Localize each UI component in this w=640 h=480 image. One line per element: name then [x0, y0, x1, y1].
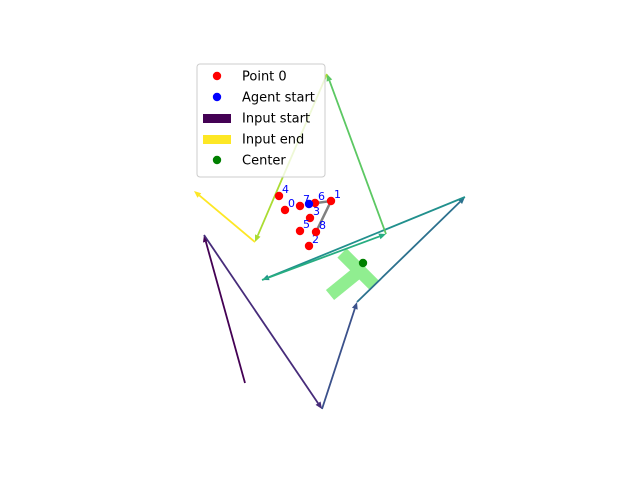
- input-arrow-head: [378, 233, 386, 240]
- point-1: [326, 196, 336, 206]
- input-arrow-3: [356, 197, 465, 303]
- point-5: [295, 226, 305, 236]
- legend-marker: [212, 92, 222, 102]
- input-arrow-shaft: [328, 80, 387, 235]
- input-arrow-head: [255, 234, 261, 242]
- legend-entry-4: Center: [212, 154, 286, 169]
- input-arrow-shaft: [205, 241, 246, 384]
- input-arrow-head: [351, 302, 358, 310]
- agent-start-marker: [304, 199, 314, 209]
- input-arrow-head: [326, 74, 333, 82]
- input-arrow-shaft: [261, 235, 380, 281]
- input-arrow-8: [194, 191, 256, 243]
- point-8: [311, 227, 321, 237]
- legend-label: Center: [242, 154, 286, 169]
- legend-label: Point 0: [242, 70, 287, 85]
- point-label-2: 2: [312, 233, 319, 246]
- point-7: [295, 201, 305, 211]
- legend-marker: [212, 71, 222, 81]
- point-label-7: 7: [303, 193, 310, 206]
- legend-box: [196, 63, 326, 178]
- input-arrow-shaft: [321, 308, 356, 410]
- input-arrow-head: [315, 401, 322, 409]
- legend-swatch: [203, 114, 231, 123]
- legend-label: Input end: [242, 133, 304, 148]
- point-label-8: 8: [319, 219, 326, 232]
- point-4: [274, 191, 284, 201]
- input-arrow-shaft: [268, 196, 466, 279]
- input-arrow-shaft: [203, 234, 319, 404]
- legend-label: Agent start: [242, 91, 315, 106]
- legend-entry-3: Input end: [203, 133, 304, 148]
- point-2: [304, 241, 314, 251]
- legend-label: Input start: [242, 112, 310, 127]
- legend-entry-2: Input start: [203, 112, 310, 127]
- shape-layer: [325, 248, 379, 301]
- point-label-6: 6: [318, 190, 325, 203]
- input-arrow-1: [203, 234, 322, 409]
- legend-marker: [212, 155, 222, 165]
- point-0: [280, 205, 290, 215]
- point-label-5: 5: [303, 218, 310, 231]
- point-label-3: 3: [313, 205, 320, 218]
- input-arrow-head: [457, 197, 465, 205]
- input-arrow-5: [261, 233, 386, 281]
- legend-entry-1: Agent start: [212, 91, 315, 106]
- input-arrow-shaft: [356, 201, 461, 303]
- input-arrow-6: [326, 74, 387, 235]
- shape-bar-1: [325, 263, 367, 301]
- legend-swatch: [203, 135, 231, 144]
- center-marker: [358, 258, 368, 268]
- legend-entry-0: Point 0: [212, 70, 287, 85]
- input-arrow-shaft: [198, 194, 256, 243]
- input-arrow-head: [194, 191, 202, 198]
- point-label-0: 0: [288, 197, 295, 210]
- legend: Point 0 Agent start Input start Input end Ce…: [196, 63, 326, 178]
- point-label-1: 1: [334, 188, 341, 201]
- point-3: [305, 213, 315, 223]
- input-arrow-0: [202, 235, 246, 384]
- point-label-4: 4: [282, 183, 289, 196]
- input-arrow-2: [321, 302, 358, 410]
- points-layer: 0 1 2 3 4 5 678: [274, 183, 368, 268]
